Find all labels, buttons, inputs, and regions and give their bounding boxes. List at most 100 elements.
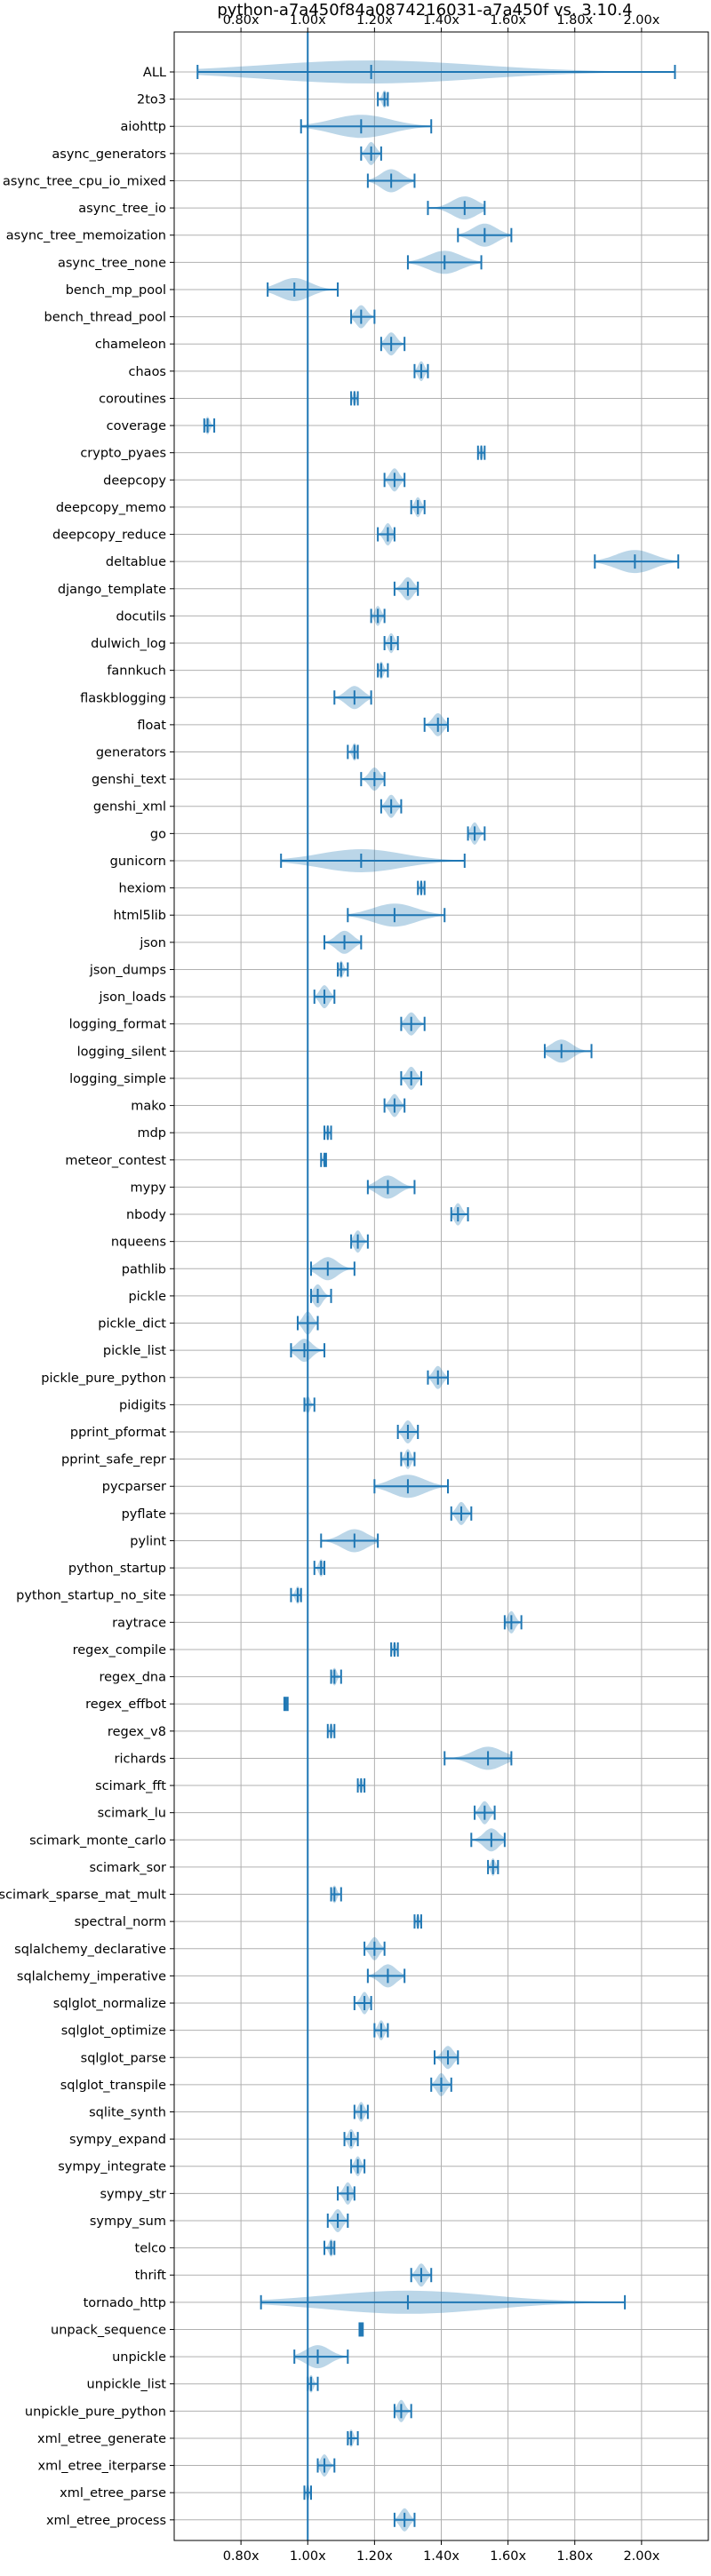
y-tick-label: go bbox=[150, 827, 166, 841]
x-axis-bottom: 0.80x 1.00x 1.20x 1.40x 1.60x 1.80x 2.00x bbox=[223, 2540, 660, 2564]
y-tick-label: scimark_fft bbox=[95, 1779, 166, 1793]
x-tick-label: 1.80x bbox=[556, 2549, 593, 2564]
y-tick-label: html5lib bbox=[113, 909, 166, 923]
y-tick-label: regex_v8 bbox=[108, 1725, 166, 1739]
y-tick-label: raytrace bbox=[112, 1616, 166, 1630]
y-tick-label: nqueens bbox=[111, 1236, 166, 1250]
y-tick-label: xml_etree_generate bbox=[37, 2432, 166, 2446]
y-tick-label: coroutines bbox=[99, 392, 166, 406]
y-tick-label: sqlglot_parse bbox=[81, 2051, 166, 2065]
x-tick-label: 1.80x bbox=[556, 13, 593, 28]
y-tick-label: bench_mp_pool bbox=[66, 283, 166, 298]
y-tick-label: pidigits bbox=[119, 1398, 166, 1412]
y-tick-label: thrift bbox=[135, 2269, 167, 2283]
y-tick-label: pylint bbox=[130, 1534, 166, 1548]
y-tick-label: regex_effbot bbox=[85, 1697, 166, 1712]
y-tick-label: deepcopy bbox=[103, 473, 166, 488]
y-tick-label: sqlglot_transpile bbox=[60, 2079, 166, 2093]
x-tick-label: 1.00x bbox=[290, 2549, 326, 2564]
chart-title: python-a7a450f84a0874216031-a7a450f vs. … bbox=[217, 1, 632, 20]
x-tick-label: 1.20x bbox=[356, 13, 393, 28]
y-tick-label: deltablue bbox=[106, 555, 166, 569]
y-tick-label: genshi_xml bbox=[93, 800, 166, 815]
y-tick-label: ALL bbox=[143, 66, 166, 80]
y-tick-label: json_loads bbox=[99, 990, 166, 1005]
y-tick-label: xml_etree_parse bbox=[60, 2486, 166, 2500]
y-tick-label: pickle bbox=[128, 1290, 166, 1304]
x-tick-label: 2.00x bbox=[623, 13, 659, 28]
y-tick-label: chameleon bbox=[95, 338, 166, 352]
y-tick-label: aiohttp bbox=[120, 120, 166, 134]
y-tick-label: pickle_dict bbox=[98, 1317, 166, 1332]
y-axis: ALL 2to3 aiohttp async_generators async_tree… bbox=[0, 66, 174, 2528]
y-tick-label: async_generators bbox=[52, 147, 166, 162]
y-tick-label: genshi_text bbox=[92, 773, 166, 787]
y-tick-label: telco bbox=[135, 2242, 167, 2256]
y-tick-label: crypto_pyaes bbox=[80, 447, 166, 461]
y-tick-label: sympy_str bbox=[100, 2187, 167, 2201]
y-tick-label: flaskblogging bbox=[80, 691, 166, 705]
x-tick-label: 1.60x bbox=[490, 13, 526, 28]
x-tick-label: 1.40x bbox=[423, 2549, 459, 2564]
y-tick-label: sqlglot_optimize bbox=[61, 2024, 166, 2039]
y-tick-label: regex_dna bbox=[99, 1671, 166, 1685]
y-tick-label: bench_thread_pool bbox=[44, 311, 166, 325]
x-tick-label: 1.20x bbox=[356, 2549, 393, 2564]
y-tick-label: meteor_contest bbox=[65, 1154, 166, 1168]
y-tick-label: pprint_safe_repr bbox=[61, 1453, 166, 1467]
y-tick-label: json bbox=[139, 936, 166, 950]
y-tick-label: sympy_expand bbox=[69, 2133, 166, 2147]
y-tick-label: pickle_list bbox=[103, 1344, 166, 1358]
y-tick-label: mdp bbox=[137, 1126, 166, 1141]
y-tick-label: scimark_sparse_mat_mult bbox=[0, 1888, 166, 1903]
y-tick-label: unpickle_pure_python bbox=[25, 2405, 166, 2419]
y-tick-label: deepcopy_reduce bbox=[52, 529, 166, 543]
y-tick-label: scimark_sor bbox=[89, 1861, 166, 1875]
y-tick-label: async_tree_io bbox=[78, 202, 166, 216]
y-tick-label: json_dumps bbox=[89, 963, 166, 977]
y-tick-label: pprint_pformat bbox=[70, 1426, 166, 1440]
y-tick-label: scimark_lu bbox=[98, 1807, 166, 1821]
range-bars-layer bbox=[196, 65, 680, 2527]
x-tick-label: 0.80x bbox=[223, 2549, 260, 2564]
y-tick-label: async_tree_none bbox=[58, 256, 166, 270]
y-tick-label: gunicorn bbox=[110, 855, 166, 869]
x-tick-label: 1.40x bbox=[423, 13, 459, 28]
y-tick-label: unpickle bbox=[112, 2350, 166, 2365]
y-tick-label: async_tree_memoization bbox=[6, 229, 166, 243]
y-tick-label: sqlalchemy_declarative bbox=[14, 1943, 166, 1957]
y-tick-label: pickle_pure_python bbox=[41, 1371, 166, 1386]
y-tick-label: logging_format bbox=[69, 1018, 167, 1032]
y-tick-label: coverage bbox=[107, 419, 166, 433]
y-tick-label: spectral_norm bbox=[75, 1915, 166, 1929]
y-tick-label: xml_etree_iterparse bbox=[38, 2460, 167, 2474]
x-tick-label: 0.80x bbox=[223, 13, 260, 28]
y-tick-label: mypy bbox=[131, 1181, 167, 1195]
y-tick-label: python_startup bbox=[68, 1562, 166, 1576]
y-tick-label: generators bbox=[96, 746, 166, 760]
x-tick-label: 1.60x bbox=[490, 2549, 526, 2564]
y-tick-label: python_startup_no_site bbox=[16, 1589, 166, 1603]
y-tick-label: richards bbox=[114, 1752, 166, 1766]
y-tick-label: sqlite_synth bbox=[89, 2106, 166, 2120]
y-tick-label: async_tree_cpu_io_mixed bbox=[3, 174, 166, 188]
y-tick-label: deepcopy_memo bbox=[56, 501, 166, 515]
y-tick-label: logging_silent bbox=[77, 1045, 167, 1059]
y-tick-label: dulwich_log bbox=[91, 637, 166, 651]
y-tick-label: logging_simple bbox=[69, 1072, 166, 1086]
y-tick-label: tornado_http bbox=[84, 2296, 166, 2310]
y-tick-label: unpack_sequence bbox=[51, 2323, 166, 2337]
y-tick-label: sympy_integrate bbox=[58, 2160, 166, 2174]
x-tick-label: 2.00x bbox=[623, 2549, 659, 2564]
y-tick-label: float bbox=[137, 719, 166, 733]
y-tick-label: xml_etree_process bbox=[46, 2514, 166, 2528]
y-tick-label: django_template bbox=[58, 583, 166, 597]
y-tick-label: sqlalchemy_imperative bbox=[17, 1969, 166, 1984]
y-tick-label: fannkuch bbox=[107, 664, 166, 679]
y-tick-label: nbody bbox=[126, 1208, 166, 1222]
y-tick-label: sympy_sum bbox=[90, 2214, 166, 2229]
y-tick-label: 2to3 bbox=[137, 93, 166, 107]
x-tick-label: 1.00x bbox=[290, 13, 326, 28]
y-tick-label: scimark_monte_carlo bbox=[29, 1833, 166, 1848]
